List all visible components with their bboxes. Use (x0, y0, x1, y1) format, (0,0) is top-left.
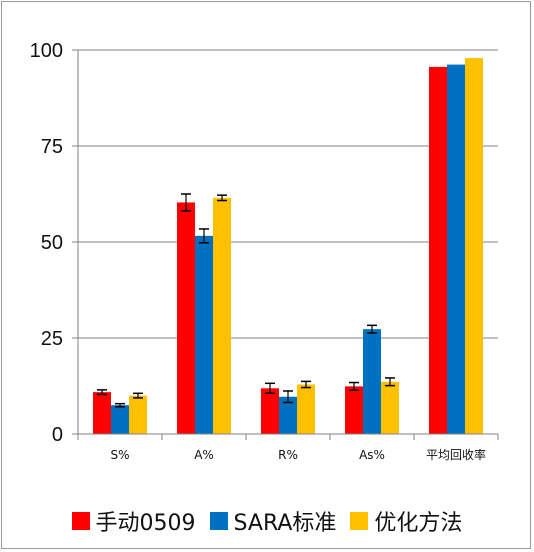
legend-item: SARA标准 (209, 505, 337, 537)
x-tick-label: A% (194, 448, 214, 462)
bar (129, 395, 147, 434)
y-tick-label: 50 (41, 232, 63, 254)
bar (93, 392, 111, 434)
legend-item: 优化方法 (350, 505, 462, 537)
bar (447, 64, 465, 434)
bar (345, 386, 363, 434)
x-tick-label: 平均回收率 (426, 447, 486, 462)
legend-label: 优化方法 (374, 511, 463, 536)
bar (279, 396, 297, 434)
y-tick-label: 75 (41, 136, 63, 158)
legend-item: 手动0509 (71, 505, 196, 537)
bar (213, 197, 231, 434)
legend-label: 手动0509 (95, 511, 196, 536)
x-tick-label: R% (278, 448, 298, 462)
x-tick-label: As% (359, 448, 385, 462)
bar (363, 329, 381, 434)
bar (111, 405, 129, 434)
legend: 手动0509 SARA标准 优化方法 (0, 503, 534, 539)
bar (261, 388, 279, 434)
bar (297, 384, 315, 434)
bar (465, 58, 483, 435)
y-tick-label: 0 (52, 424, 63, 446)
bar (429, 66, 447, 435)
legend-swatch (209, 512, 228, 530)
bar (381, 381, 399, 434)
bar (177, 202, 195, 434)
legend-label: SARA标准 (233, 511, 337, 536)
y-tick-label: 100 (30, 40, 63, 62)
legend-swatch (350, 512, 369, 530)
legend-swatch (71, 512, 90, 530)
bar-chart: 0 25 50 75 100 S% A% R% As% 平均回收率 (30, 40, 499, 462)
bar (195, 235, 213, 434)
x-tick-label: S% (110, 448, 129, 462)
y-tick-label: 25 (41, 328, 63, 350)
